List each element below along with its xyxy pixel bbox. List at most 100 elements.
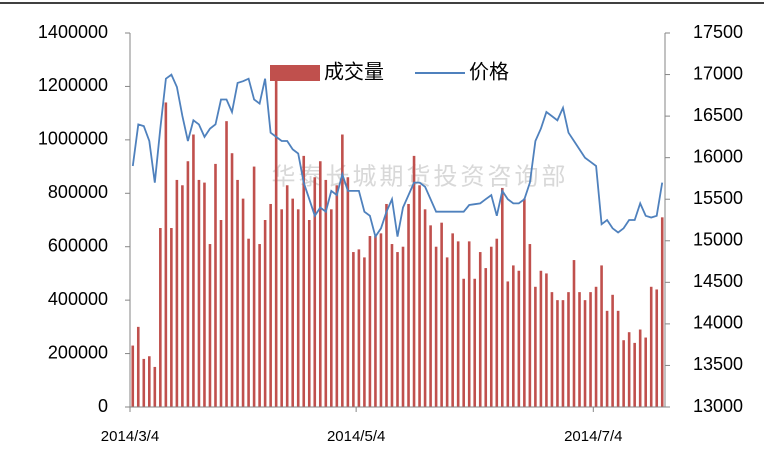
bar <box>181 185 184 407</box>
bar <box>302 155 306 407</box>
bar <box>197 179 201 407</box>
bar <box>434 246 438 407</box>
y2-tick-label: 16000 <box>693 146 743 166</box>
bar <box>423 209 427 407</box>
bar <box>374 236 377 407</box>
y-tick-label: 400000 <box>48 289 108 309</box>
bar <box>313 177 317 407</box>
bar <box>357 249 361 407</box>
bar <box>341 134 344 407</box>
bar <box>225 121 228 408</box>
bar <box>236 179 239 407</box>
bar <box>346 177 350 407</box>
y-tick-label: 200000 <box>48 342 108 362</box>
y2-tick-label: 13500 <box>693 354 743 374</box>
bar <box>528 244 532 407</box>
bar <box>412 155 416 407</box>
bar <box>324 179 328 407</box>
y-tick-label: 600000 <box>48 235 108 255</box>
bar <box>401 246 405 407</box>
bar <box>280 209 283 407</box>
bar <box>605 310 609 407</box>
bar <box>407 203 410 407</box>
bar <box>208 244 212 407</box>
bar <box>274 73 278 408</box>
y-tick-label: 1400000 <box>38 22 108 42</box>
bar <box>660 217 664 407</box>
bar <box>456 241 460 407</box>
bar <box>622 340 625 407</box>
bar <box>572 260 576 407</box>
bar <box>616 310 620 407</box>
y-tick-label: 1200000 <box>38 75 108 95</box>
bar <box>500 187 504 407</box>
bar <box>611 294 614 407</box>
bar <box>545 273 548 407</box>
bar <box>330 209 333 407</box>
bar <box>136 326 140 407</box>
bar <box>594 286 598 407</box>
bar <box>649 286 653 407</box>
y-tick-label: 800000 <box>48 182 108 202</box>
bar <box>445 257 449 407</box>
y-tick-label: 0 <box>98 396 108 416</box>
bar <box>142 358 146 407</box>
bar <box>539 270 543 407</box>
bar <box>285 185 289 407</box>
bar <box>368 236 372 407</box>
bar <box>517 270 521 407</box>
x-tick-label: 2014/5/4 <box>327 428 385 445</box>
bar <box>170 228 173 407</box>
bar <box>489 246 493 407</box>
bar <box>561 300 565 407</box>
bar <box>467 241 471 407</box>
bar <box>478 252 482 407</box>
bar <box>583 300 587 407</box>
bar <box>644 337 647 407</box>
bar <box>418 185 421 407</box>
bar <box>534 286 537 407</box>
bar <box>258 244 261 407</box>
bar <box>390 244 394 407</box>
bar <box>578 292 581 407</box>
bar <box>638 329 642 407</box>
bar <box>484 268 488 407</box>
bar <box>567 292 570 407</box>
bar <box>451 233 454 407</box>
bar <box>192 134 195 407</box>
bar <box>291 198 295 407</box>
bar <box>263 220 267 407</box>
bar <box>462 278 465 407</box>
bar <box>186 161 190 407</box>
bar <box>379 233 383 407</box>
bar <box>318 161 322 407</box>
bar <box>556 300 559 407</box>
legend-swatch <box>270 65 320 81</box>
bar <box>164 102 168 407</box>
y2-tick-label: 14000 <box>693 313 743 333</box>
y2-tick-label: 17000 <box>693 63 743 83</box>
bar <box>335 185 339 407</box>
bar <box>131 345 135 407</box>
bar <box>247 238 250 407</box>
bar <box>512 265 515 407</box>
bar <box>175 179 179 407</box>
bar <box>252 166 256 407</box>
bar <box>385 203 388 407</box>
bar <box>396 252 399 407</box>
y2-tick-label: 16500 <box>693 105 743 125</box>
y-tick-label: 1000000 <box>38 129 108 149</box>
bar <box>655 289 659 407</box>
bar <box>627 332 631 407</box>
bar <box>633 342 636 407</box>
bar <box>159 228 162 407</box>
bar <box>214 163 217 407</box>
bar <box>523 198 526 407</box>
bar <box>241 198 245 407</box>
legend-label: 成交量 <box>324 60 384 83</box>
legend-label: 价格 <box>469 60 509 83</box>
y2-tick-label: 15000 <box>693 230 743 250</box>
bar <box>148 356 151 407</box>
bar <box>219 220 223 407</box>
y2-tick-label: 15500 <box>693 188 743 208</box>
